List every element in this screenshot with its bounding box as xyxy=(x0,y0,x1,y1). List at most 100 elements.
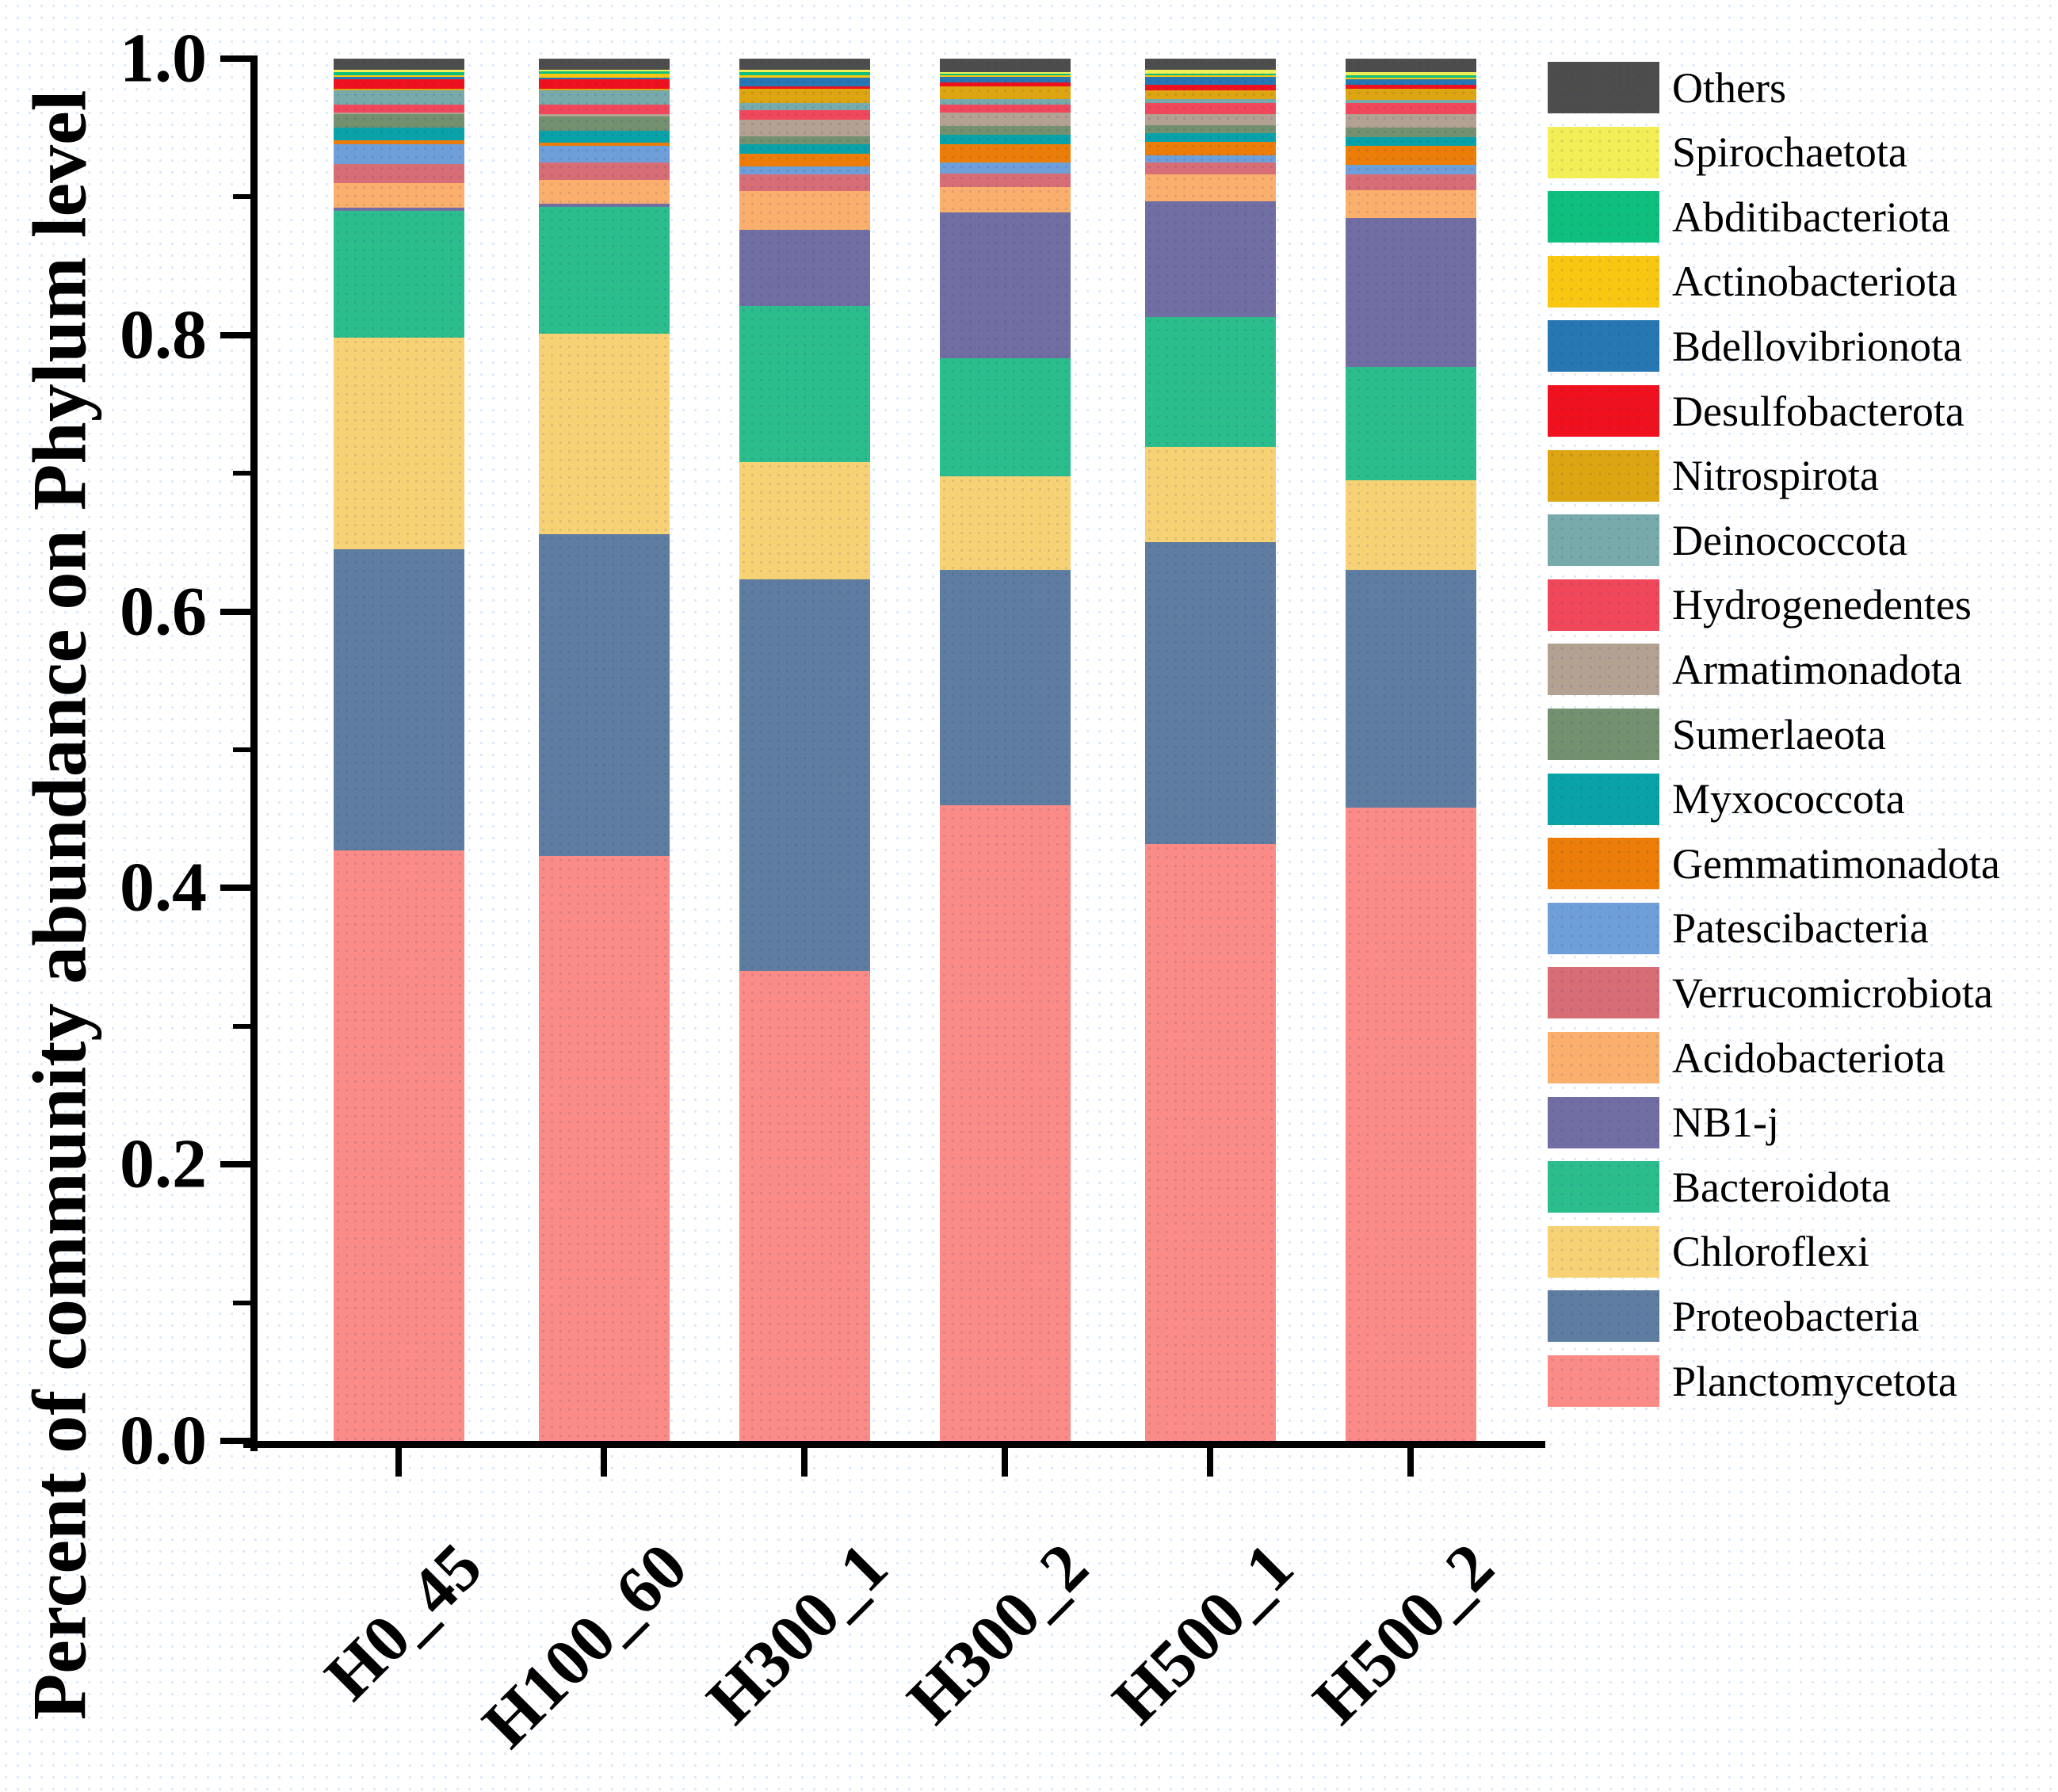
y-tick-label: 0.4 xyxy=(120,849,207,927)
segment-Verrucomicrobiota xyxy=(538,162,670,181)
x-tick xyxy=(395,1448,402,1477)
segment-Desulfobacterota xyxy=(939,82,1071,86)
segment-Sumerlaeota xyxy=(739,136,870,145)
segment-Gemmatimonadota xyxy=(939,144,1071,162)
segment-Others xyxy=(1144,59,1276,70)
legend-entry-Desulfobacterota: Desulfobacterota xyxy=(1548,385,2055,437)
segment-Myxococcota xyxy=(1144,133,1276,142)
x-tick xyxy=(801,1448,808,1477)
legend-entry-NB1-j: NB1-j xyxy=(1548,1096,2055,1148)
segment-Desulfobacterota xyxy=(1144,85,1276,91)
legend-entry-Spirochaetota: Spirochaetota xyxy=(1548,126,2055,178)
segment-Others xyxy=(1345,59,1476,73)
segment-Gemmatimonadota xyxy=(739,154,870,167)
segment-Abditibacteriota xyxy=(739,72,870,75)
y-tick-label: 0.6 xyxy=(120,573,207,651)
segment-Acidobacteriota xyxy=(538,180,670,204)
segment-Bdellovibrionota xyxy=(939,76,1071,82)
segment-Spirochaetota xyxy=(739,69,870,73)
legend-swatch-Gemmatimonadota xyxy=(1548,838,1659,890)
legend-label: Deinococcota xyxy=(1672,516,1907,564)
legend-swatch-Deinococcota xyxy=(1548,514,1659,567)
segment-Myxococcota xyxy=(538,130,670,143)
legend-swatch-Spirochaetota xyxy=(1548,126,1659,178)
segment-Spirochaetota xyxy=(1144,69,1276,75)
legend-swatch-Hydrogenedentes xyxy=(1548,579,1659,631)
legend-entry-Planctomycetota: Planctomycetota xyxy=(1548,1355,2055,1407)
legend-swatch-Desulfobacterota xyxy=(1548,385,1659,437)
segment-Bdellovibrionota xyxy=(1345,79,1476,86)
legend-swatch-Patescibacteria xyxy=(1548,902,1659,954)
legend-swatch-NB1-j xyxy=(1548,1096,1659,1148)
bar-H300_1 xyxy=(739,0,870,1441)
legend-entry-Hydrogenedentes: Hydrogenedentes xyxy=(1548,579,2055,631)
segment-Actinobacteriota xyxy=(1144,75,1276,77)
segment-Hydrogenedentes xyxy=(1144,102,1276,114)
legend-entry-Others: Others xyxy=(1548,62,2055,113)
segment-Gemmatimonadota xyxy=(538,143,670,146)
segment-Gemmatimonadota xyxy=(1144,141,1276,156)
segment-Armatimonadota xyxy=(1144,113,1276,125)
segment-Proteobacteria xyxy=(939,570,1071,805)
segment-Bdellovibrionota xyxy=(333,76,464,80)
segment-Proteobacteria xyxy=(538,533,670,857)
segment-Patescibacteria xyxy=(939,162,1071,174)
segment-Chloroflexi xyxy=(333,338,464,550)
segment-NB1-j xyxy=(1144,201,1276,318)
legend-entry-Myxococcota: Myxococcota xyxy=(1548,773,2055,825)
y-minor-tick xyxy=(233,1023,250,1029)
segment-Acidobacteriota xyxy=(1345,189,1476,218)
y-major-tick xyxy=(220,1161,250,1168)
legend-swatch-Verrucomicrobiota xyxy=(1548,967,1659,1019)
segment-NB1-j xyxy=(739,230,870,307)
segment-Armatimonadota xyxy=(538,113,670,117)
legend-swatch-Proteobacteria xyxy=(1548,1290,1659,1343)
legend-entry-Actinobacteriota: Actinobacteriota xyxy=(1548,255,2055,308)
segment-Desulfobacterota xyxy=(333,79,464,90)
segment-Desulfobacterota xyxy=(739,86,870,90)
x-tick-label: H0_45 xyxy=(311,1529,496,1714)
segment-Planctomycetota xyxy=(939,804,1071,1441)
segment-Patescibacteria xyxy=(538,145,670,162)
y-major-tick xyxy=(220,1438,250,1444)
segment-Armatimonadota xyxy=(939,113,1071,127)
segment-Deinococcota xyxy=(739,102,870,110)
segment-Planctomycetota xyxy=(538,856,670,1441)
segment-NB1-j xyxy=(1345,217,1476,367)
legend-label: Myxococcota xyxy=(1672,775,1905,823)
legend-swatch-Acidobacteriota xyxy=(1548,1032,1659,1083)
segment-Nitrospirota xyxy=(939,86,1071,99)
segment-Sumerlaeota xyxy=(333,113,464,128)
segment-Patescibacteria xyxy=(1345,165,1476,175)
segment-Myxococcota xyxy=(333,128,464,140)
bar-H300_2 xyxy=(939,0,1071,1441)
y-axis-spine xyxy=(250,55,258,1451)
legend-label: Nitrospirota xyxy=(1672,452,1879,500)
legend-entry-Deinococcota: Deinococcota xyxy=(1548,514,2055,567)
segment-Proteobacteria xyxy=(739,579,870,972)
legend-entry-Nitrospirota: Nitrospirota xyxy=(1548,449,2055,502)
segment-Bacteroidota xyxy=(538,206,670,334)
segment-Planctomycetota xyxy=(1345,808,1476,1441)
segment-Sumerlaeota xyxy=(1345,128,1476,138)
segment-Chloroflexi xyxy=(1345,480,1476,571)
segment-Proteobacteria xyxy=(1345,570,1476,808)
segment-Sumerlaeota xyxy=(1144,124,1276,134)
legend-entry-Bdellovibrionota: Bdellovibrionota xyxy=(1548,320,2055,373)
segment-Others xyxy=(739,59,870,70)
segment-Verrucomicrobiota xyxy=(939,173,1071,188)
legend-swatch-Bacteroidota xyxy=(1548,1161,1659,1213)
segment-Abditibacteriota xyxy=(538,71,670,75)
segment-Deinococcota xyxy=(1345,100,1476,103)
segment-Sumerlaeota xyxy=(939,126,1071,135)
segment-Spirochaetota xyxy=(333,69,464,73)
y-tick-label: 0.2 xyxy=(120,1125,207,1203)
legend-swatch-Nitrospirota xyxy=(1548,449,1659,502)
segment-Deinococcota xyxy=(939,98,1071,105)
segment-Deinococcota xyxy=(1144,98,1276,103)
segment-Hydrogenedentes xyxy=(739,109,870,120)
legend-entry-Armatimonadota: Armatimonadota xyxy=(1548,644,2055,696)
legend-swatch-Sumerlaeota xyxy=(1548,709,1659,760)
segment-Actinobacteriota xyxy=(333,75,464,77)
